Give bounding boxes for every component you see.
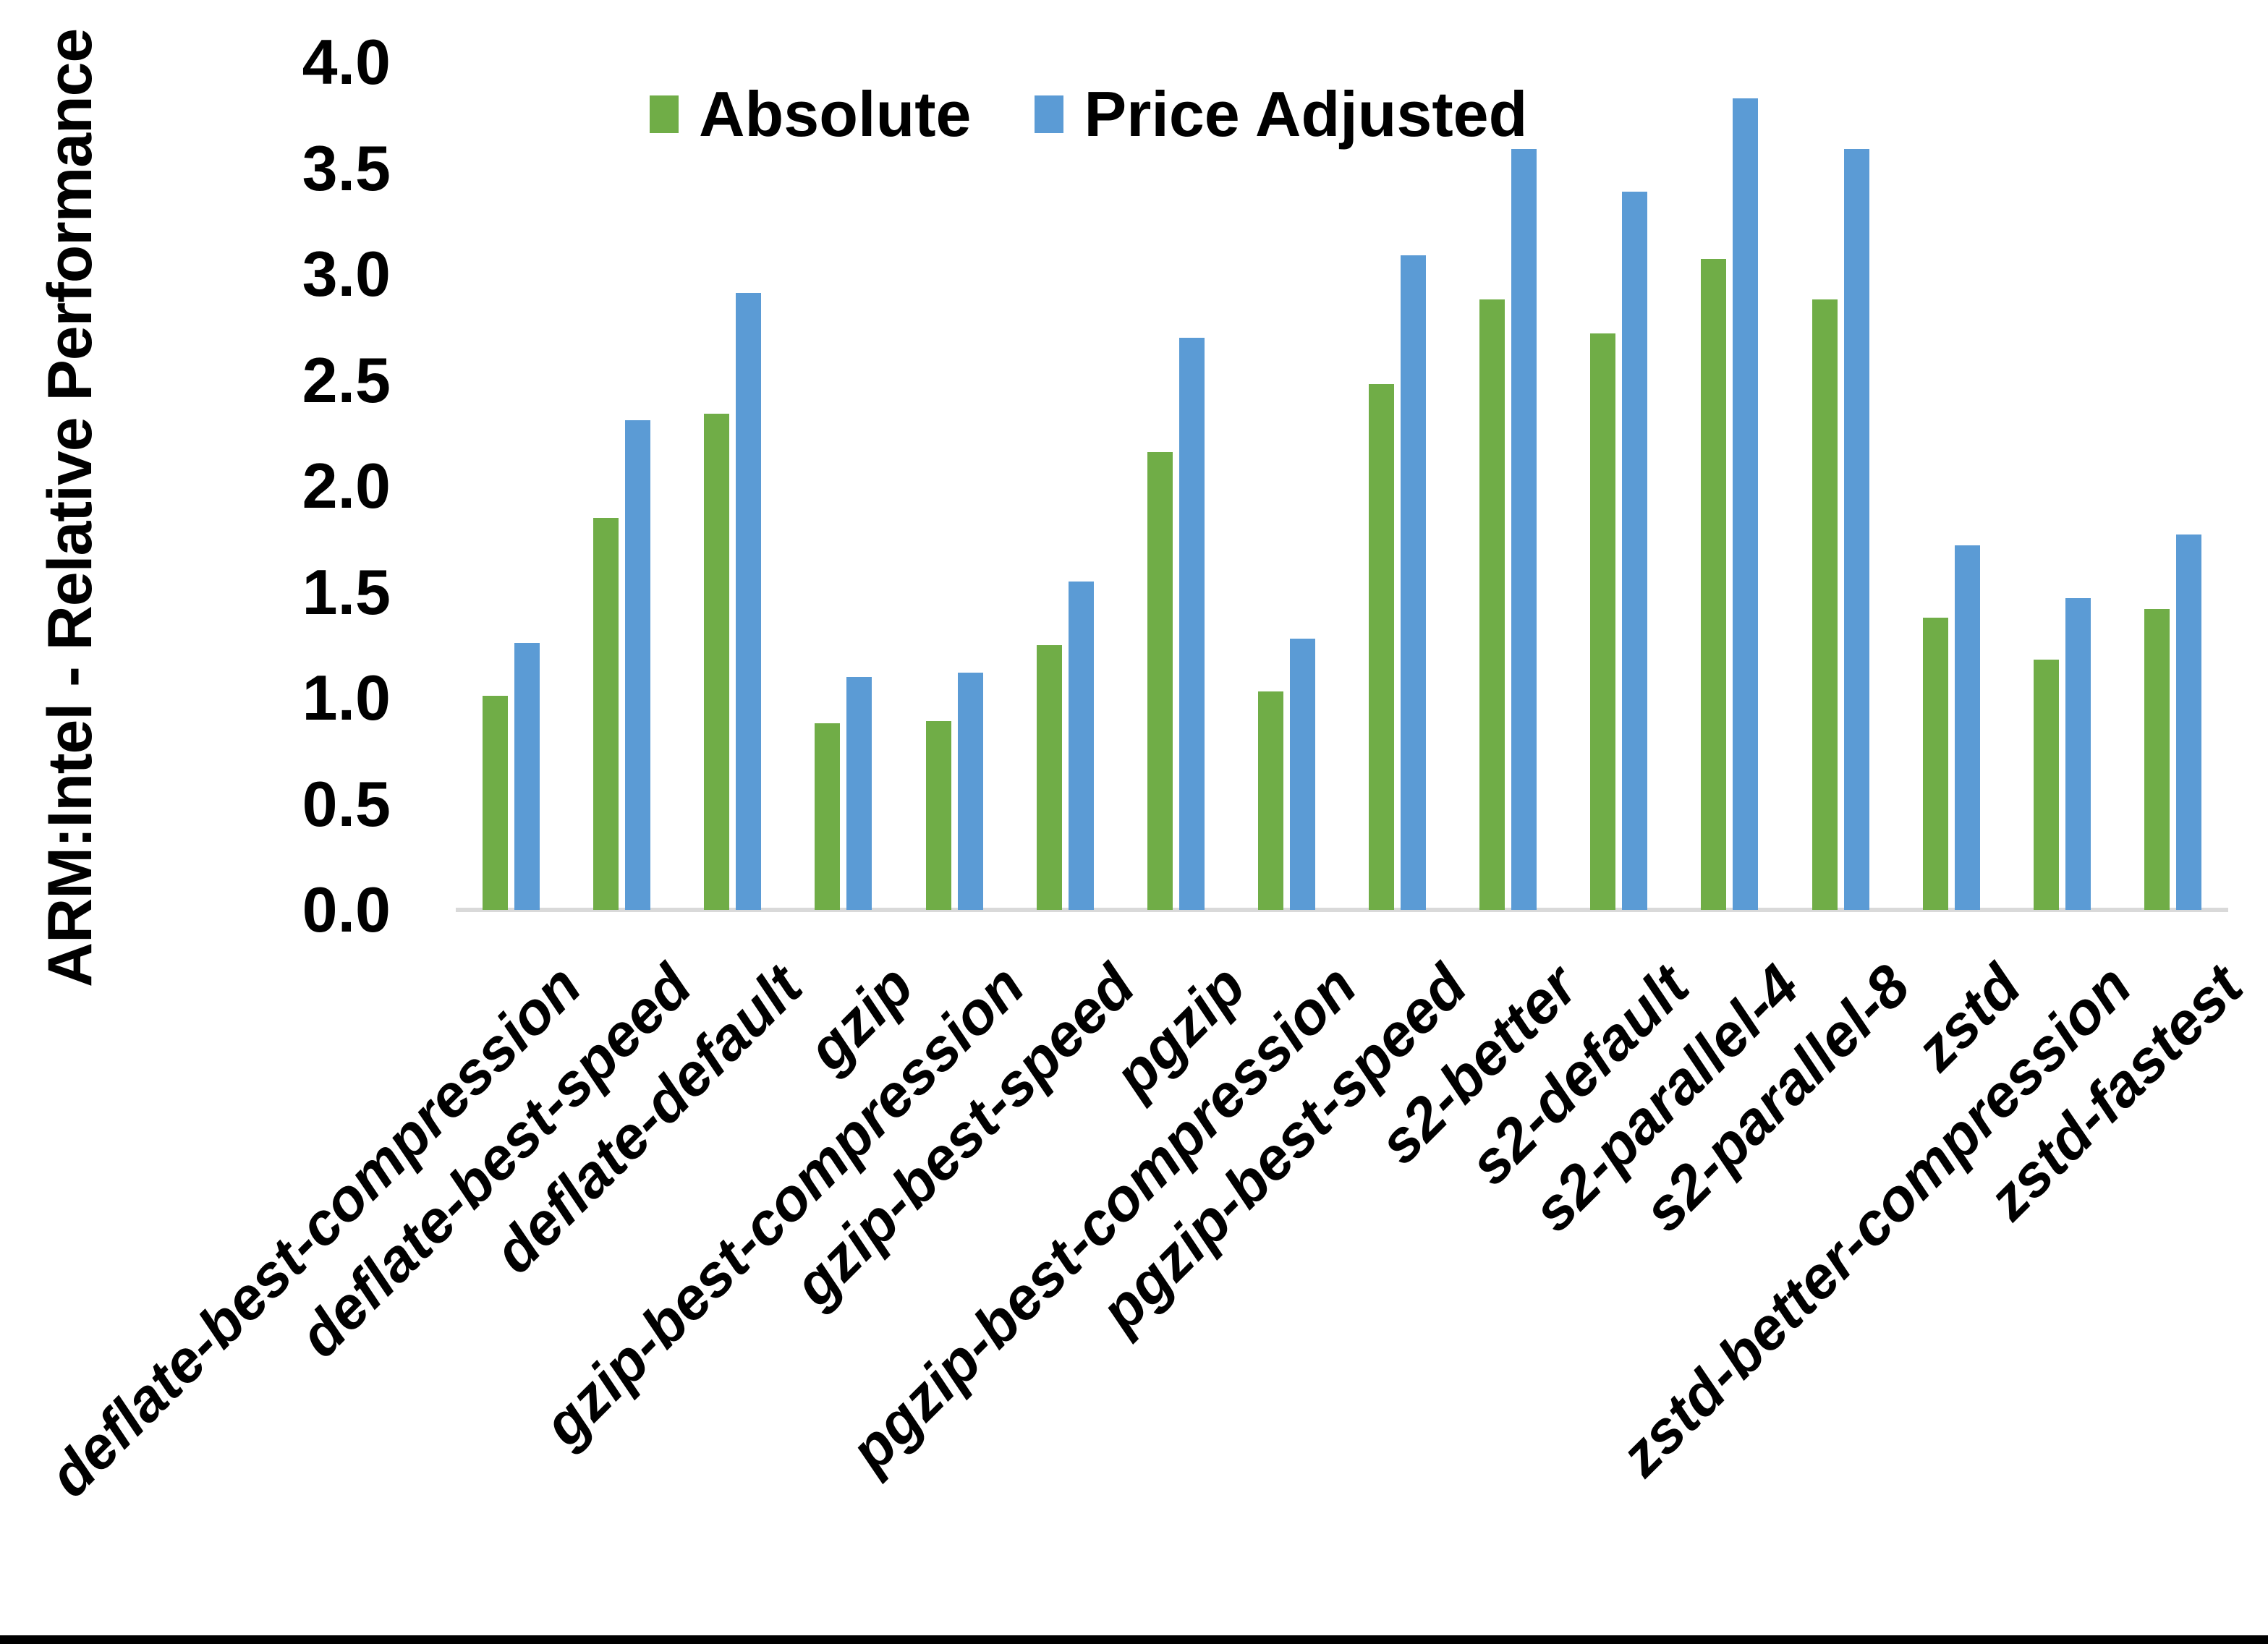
legend-label-absolute: Absolute bbox=[699, 78, 972, 150]
bar-price-adjusted-zstd-better-compression bbox=[2065, 598, 2091, 910]
bar-absolute-gzip bbox=[815, 723, 840, 910]
bar-price-adjusted-s2-better bbox=[1511, 149, 1537, 910]
bar-absolute-zstd-fastest bbox=[2144, 609, 2170, 910]
legend-swatch-absolute bbox=[650, 95, 679, 133]
bar-absolute-zstd bbox=[1923, 618, 1948, 910]
y-tick-label: 1.0 bbox=[302, 662, 391, 733]
bar-absolute-gzip-best-speed bbox=[1037, 645, 1062, 910]
y-tick-label: 4.0 bbox=[302, 26, 391, 98]
bar-price-adjusted-s2-parallel-4 bbox=[1733, 98, 1758, 910]
bar-absolute-deflate-best-speed bbox=[593, 518, 619, 910]
bar-absolute-pgzip bbox=[1147, 452, 1173, 910]
y-tick-label: 0.5 bbox=[302, 767, 391, 840]
bar-absolute-pgzip-best-compression bbox=[1258, 691, 1283, 910]
bar-absolute-deflate-best-compression bbox=[483, 696, 508, 910]
bar-price-adjusted-s2-default bbox=[1622, 192, 1647, 910]
y-tick-label: 2.0 bbox=[302, 450, 391, 521]
bar-price-adjusted-deflate-default bbox=[736, 293, 761, 910]
legend-item-absolute: Absolute bbox=[650, 78, 971, 150]
bar-absolute-zstd-better-compression bbox=[2034, 660, 2059, 910]
bar-price-adjusted-zstd-fastest bbox=[2176, 534, 2201, 910]
legend-swatch-price-adjusted bbox=[1035, 95, 1064, 133]
bar-absolute-gzip-best-compression bbox=[926, 721, 951, 910]
bar-price-adjusted-deflate-best-speed bbox=[625, 420, 650, 910]
y-tick-label: 0.0 bbox=[302, 874, 391, 945]
bar-price-adjusted-s2-parallel-8 bbox=[1844, 149, 1869, 910]
y-tick-label: 3.0 bbox=[302, 238, 391, 310]
y-tick-label: 3.5 bbox=[302, 132, 391, 204]
bar-price-adjusted-gzip bbox=[846, 677, 872, 910]
bar-price-adjusted-gzip-best-compression bbox=[958, 673, 983, 910]
bar-price-adjusted-deflate-best-compression bbox=[514, 643, 540, 910]
bar-price-adjusted-gzip-best-speed bbox=[1069, 582, 1094, 910]
y-tick-label: 1.5 bbox=[302, 555, 391, 628]
bar-price-adjusted-zstd bbox=[1955, 545, 1980, 910]
bar-absolute-s2-default bbox=[1590, 333, 1615, 910]
bar-absolute-s2-better bbox=[1479, 299, 1505, 910]
y-tick-label: 2.5 bbox=[302, 344, 391, 416]
y-axis-title: ARM:Intel - Relative Performance bbox=[35, 28, 105, 987]
bar-absolute-s2-parallel-8 bbox=[1812, 299, 1838, 910]
bottom-border bbox=[0, 1635, 2268, 1644]
legend: Absolute Price Adjusted bbox=[650, 78, 1527, 150]
bar-absolute-deflate-default bbox=[704, 414, 729, 910]
bar-price-adjusted-pgzip-best-compression bbox=[1290, 639, 1315, 910]
legend-item-price-adjusted: Price Adjusted bbox=[1035, 78, 1527, 150]
legend-label-price-adjusted: Price Adjusted bbox=[1084, 78, 1528, 150]
x-axis-line bbox=[456, 908, 2228, 912]
bar-price-adjusted-pgzip bbox=[1179, 338, 1205, 910]
bar-price-adjusted-pgzip-best-speed bbox=[1401, 255, 1426, 910]
bar-absolute-pgzip-best-speed bbox=[1369, 384, 1394, 910]
bar-absolute-s2-parallel-4 bbox=[1701, 259, 1726, 910]
